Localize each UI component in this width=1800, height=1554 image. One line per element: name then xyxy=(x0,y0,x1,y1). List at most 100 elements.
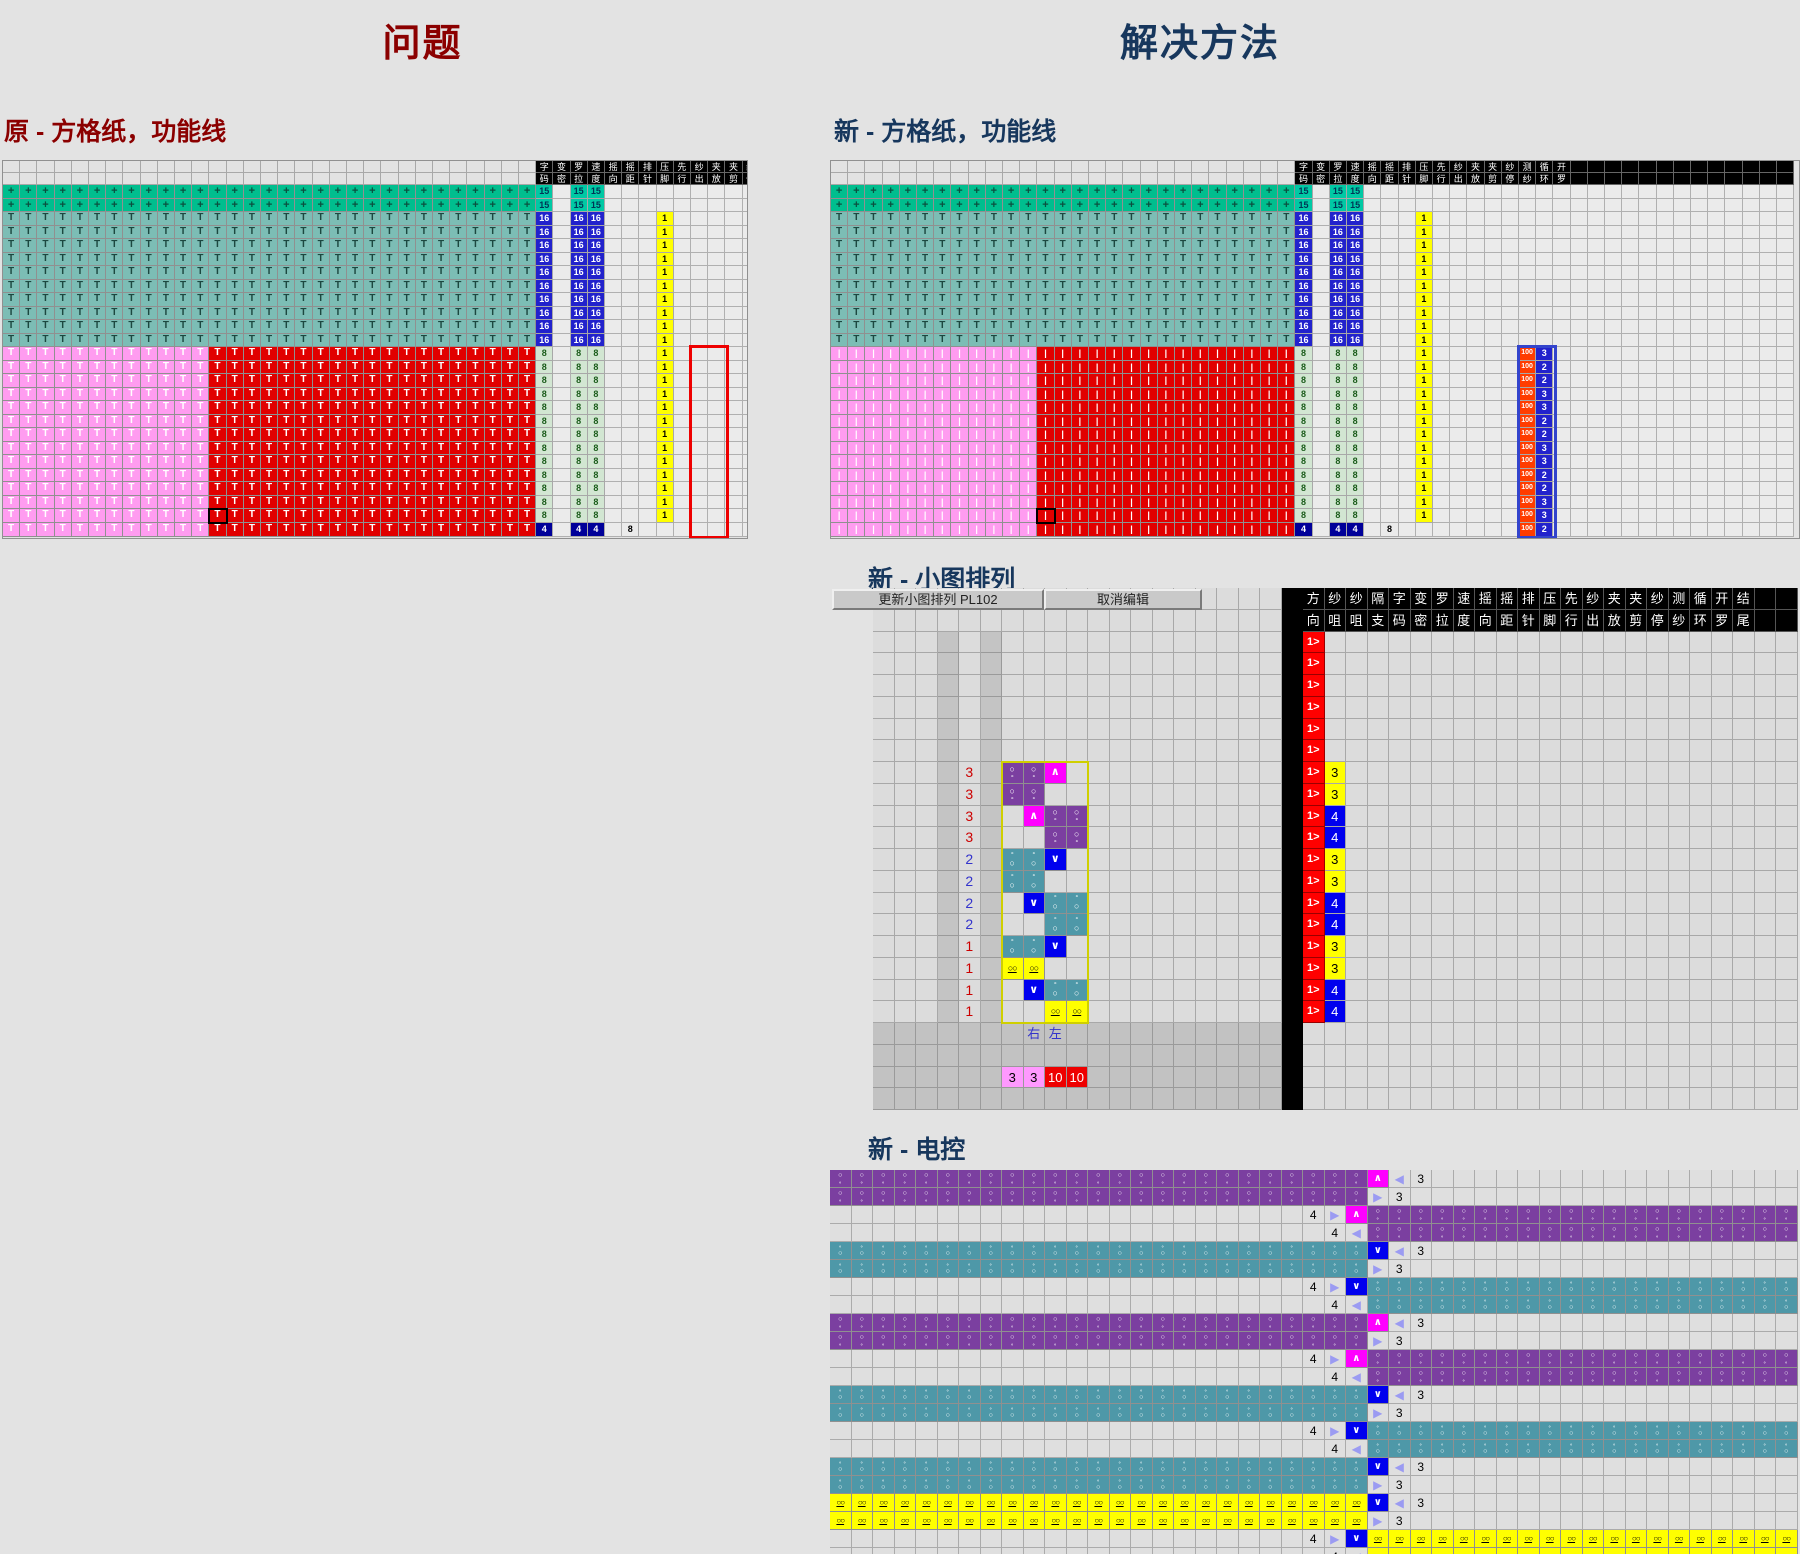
grid-cell[interactable] xyxy=(1561,762,1583,784)
pattern-cell[interactable]: T xyxy=(329,293,347,307)
pattern-cell[interactable]: + xyxy=(848,185,866,199)
band-cell[interactable]: ∘ ○ xyxy=(1733,1422,1755,1440)
function-value-cell[interactable]: 8 xyxy=(1295,455,1313,469)
function-cell[interactable] xyxy=(1742,185,1760,199)
pattern-cell[interactable]: + xyxy=(312,185,330,199)
grid-cell[interactable] xyxy=(1496,740,1518,762)
grid-cell[interactable] xyxy=(1604,979,1626,1002)
grid-cell[interactable] xyxy=(1539,1386,1561,1404)
function-cell[interactable] xyxy=(1536,320,1554,334)
pattern-cell[interactable]: T xyxy=(381,414,399,429)
function-cell[interactable] xyxy=(605,387,623,402)
pattern-cell[interactable]: T xyxy=(37,306,55,321)
function-cell[interactable] xyxy=(1450,320,1468,334)
grid-cell[interactable] xyxy=(1776,1458,1798,1476)
pattern-cell[interactable]: + xyxy=(848,198,866,213)
grid-cell[interactable] xyxy=(1109,631,1131,654)
grid-cell[interactable] xyxy=(1152,783,1174,806)
pattern-cell[interactable]: T xyxy=(295,293,313,307)
function-cell[interactable] xyxy=(1639,320,1657,334)
grid-cell[interactable] xyxy=(1604,1458,1626,1476)
pattern-cell[interactable]: T xyxy=(261,523,279,537)
grid-cell[interactable] xyxy=(1561,1386,1583,1404)
grid-cell[interactable] xyxy=(1625,653,1647,675)
pattern-cell[interactable]: T xyxy=(312,441,330,456)
grid-cell[interactable] xyxy=(1647,1188,1669,1206)
pattern-cell[interactable]: | xyxy=(968,374,986,388)
function-cell[interactable] xyxy=(1708,239,1726,253)
grid-cell[interactable] xyxy=(1389,696,1411,719)
pattern-cell[interactable]: T xyxy=(381,212,399,226)
pattern-cell[interactable]: T xyxy=(71,387,89,402)
grid-cell[interactable] xyxy=(1432,936,1454,958)
pattern-cell[interactable]: | xyxy=(968,455,986,469)
grid-cell[interactable] xyxy=(1152,1001,1174,1023)
grid-cell[interactable] xyxy=(1690,1242,1712,1260)
function-cell[interactable] xyxy=(1536,279,1554,294)
grid-cell[interactable] xyxy=(1260,1548,1282,1554)
pattern-cell[interactable]: | xyxy=(1106,441,1124,456)
grid-cell[interactable] xyxy=(1152,696,1174,719)
function-cell[interactable] xyxy=(1553,252,1571,267)
band-cell[interactable]: ∘ ○ xyxy=(1625,1278,1647,1296)
pattern-cell[interactable]: T xyxy=(381,374,399,388)
function-cell[interactable] xyxy=(725,401,743,415)
pattern-cell[interactable]: T xyxy=(364,212,382,226)
pattern-cell[interactable]: T xyxy=(519,509,537,523)
function-cell[interactable] xyxy=(1450,266,1468,280)
pattern-cell[interactable]: T xyxy=(295,360,313,375)
grid-cell[interactable] xyxy=(1045,1350,1067,1368)
pattern-cell[interactable]: + xyxy=(1157,185,1175,199)
pattern-cell[interactable]: T xyxy=(312,455,330,469)
function-cell[interactable] xyxy=(1622,279,1640,294)
grid-cell[interactable] xyxy=(1754,957,1776,980)
pattern-cell[interactable]: T xyxy=(1278,225,1296,240)
pattern-cell[interactable]: T xyxy=(985,279,1003,294)
grid-cell[interactable] xyxy=(1690,653,1712,675)
pattern-cell[interactable]: | xyxy=(1020,374,1038,388)
band-cell[interactable]: ∘ ○ xyxy=(1453,1278,1475,1296)
function-cell[interactable] xyxy=(1398,225,1416,240)
grid-cell[interactable] xyxy=(1604,1044,1626,1067)
grid-cell[interactable] xyxy=(1389,870,1411,893)
grid-cell[interactable] xyxy=(1346,805,1368,828)
pattern-cell[interactable]: T xyxy=(329,360,347,375)
pattern-cell[interactable]: | xyxy=(865,523,883,537)
function-cell[interactable] xyxy=(725,266,743,280)
pattern-cell[interactable]: T xyxy=(1003,306,1021,321)
function-cell[interactable] xyxy=(742,306,747,321)
function-cell[interactable] xyxy=(1433,225,1451,240)
pattern-cell[interactable]: T xyxy=(140,482,158,496)
pattern-cell[interactable]: T xyxy=(1089,212,1107,226)
pattern-cell[interactable]: + xyxy=(20,185,38,199)
band-cell[interactable]: ○ ∘ xyxy=(1367,1350,1389,1368)
grid-cell[interactable] xyxy=(916,849,938,871)
pattern-cell[interactable]: T xyxy=(106,333,124,348)
grid-cell[interactable] xyxy=(937,1224,959,1242)
function-cell[interactable] xyxy=(1467,482,1485,496)
band-cell[interactable]: ∘ ○ xyxy=(1668,1422,1690,1440)
band-cell[interactable]: ○ ∘ xyxy=(1711,1350,1733,1368)
function-cell[interactable] xyxy=(1605,455,1623,469)
function-cell[interactable] xyxy=(605,401,623,415)
band-cell[interactable]: ∘ ○ xyxy=(1625,1422,1647,1440)
band-cell[interactable]: ○○ xyxy=(1260,1512,1282,1530)
grid-cell[interactable] xyxy=(1625,1170,1647,1188)
pattern-cell[interactable]: T xyxy=(175,252,193,267)
function-cell[interactable] xyxy=(1312,293,1330,307)
pattern-cell[interactable]: | xyxy=(1106,428,1124,442)
grid-cell[interactable] xyxy=(1260,849,1282,871)
function-cell[interactable] xyxy=(1312,306,1330,321)
pattern-cell[interactable]: T xyxy=(192,482,210,496)
pattern-cell[interactable]: T xyxy=(106,482,124,496)
grid-cell[interactable] xyxy=(916,696,938,719)
grid-cell[interactable] xyxy=(1346,979,1368,1002)
pattern-cell[interactable]: T xyxy=(484,252,502,267)
band-cell[interactable]: ∘ ○ xyxy=(1238,1404,1260,1422)
band-cell[interactable]: ○○ xyxy=(1539,1548,1561,1554)
grid-cell[interactable] xyxy=(1518,696,1540,719)
grid-cell[interactable] xyxy=(1604,1494,1626,1512)
pattern-cell[interactable]: + xyxy=(20,198,38,213)
grid-cell[interactable] xyxy=(1604,1404,1626,1422)
function-cell[interactable] xyxy=(622,374,640,388)
